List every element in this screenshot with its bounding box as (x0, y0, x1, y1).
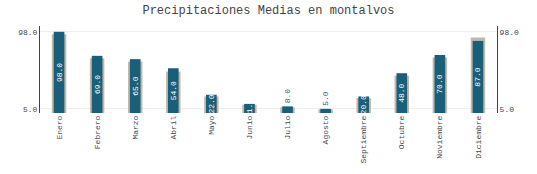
svg-text:Octubre: Octubre (397, 115, 406, 149)
svg-text:5.0: 5.0 (23, 105, 38, 114)
svg-text:22.0: 22.0 (207, 94, 216, 113)
svg-text:Agosto: Agosto (321, 115, 330, 144)
svg-text:87.0: 87.0 (473, 67, 482, 86)
svg-text:5.0: 5.0 (321, 91, 330, 106)
svg-text:70.0: 70.0 (435, 74, 444, 93)
svg-text:Septiembre: Septiembre (359, 115, 368, 163)
svg-text:69.0: 69.0 (93, 75, 102, 94)
svg-text:Noviembre: Noviembre (435, 115, 444, 158)
svg-text:Junio: Junio (245, 115, 254, 139)
svg-text:54.0: 54.0 (169, 81, 178, 100)
svg-text:Enero: Enero (55, 115, 64, 139)
svg-text:98.0: 98.0 (500, 28, 519, 37)
svg-text:Marzo: Marzo (131, 115, 140, 139)
svg-text:Julio: Julio (283, 115, 292, 139)
svg-text:98.0: 98.0 (55, 63, 64, 82)
svg-text:Diciembre: Diciembre (474, 115, 483, 158)
svg-text:Precipitaciones Medias en mont: Precipitaciones Medias en montalvos (142, 4, 394, 18)
svg-text:98.0: 98.0 (18, 28, 37, 37)
svg-text:48.0: 48.0 (397, 83, 406, 102)
svg-text:Mayo: Mayo (207, 115, 216, 134)
svg-text:Febrero: Febrero (93, 115, 102, 149)
svg-text:20.0: 20.0 (359, 95, 368, 114)
svg-text:11.0: 11.0 (245, 99, 254, 118)
svg-text:8.0: 8.0 (283, 89, 292, 104)
svg-text:5.0: 5.0 (500, 105, 515, 114)
svg-text:65.0: 65.0 (131, 76, 140, 95)
svg-text:Abril: Abril (169, 115, 178, 139)
